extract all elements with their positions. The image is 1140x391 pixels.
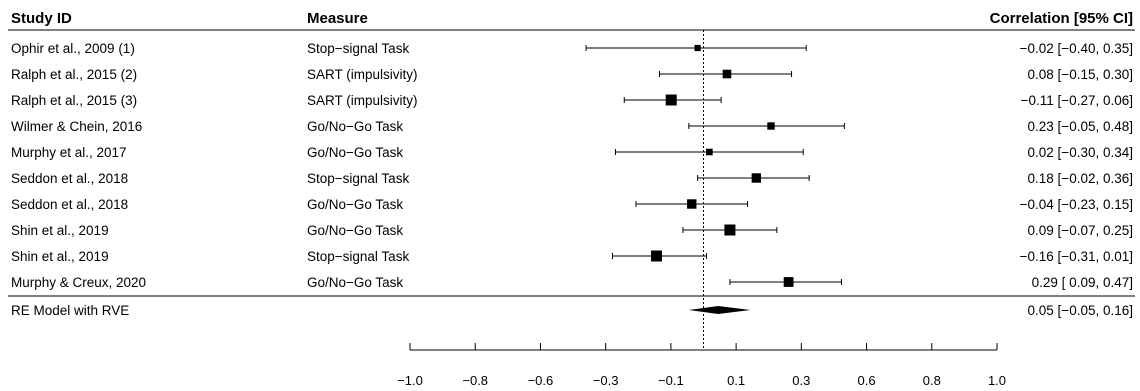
x-tick-label: 0.1 xyxy=(727,373,745,388)
measure-label: Stop−signal Task xyxy=(307,41,409,56)
summary-label: RE Model with RVE xyxy=(11,303,129,318)
estimate-label: 0.18 [−0.02, 0.36] xyxy=(1028,171,1133,186)
x-tick-label: 1.0 xyxy=(988,373,1006,388)
measure-label: SART (impulsivity) xyxy=(307,67,418,82)
point-estimate xyxy=(722,69,732,79)
estimate-label: −0.02 [−0.40, 0.35] xyxy=(1020,41,1133,56)
study-label: Shin et al., 2019 xyxy=(11,223,109,238)
study-label: Wilmer & Chein, 2016 xyxy=(11,119,142,134)
measure-label: Go/No−Go Task xyxy=(307,275,403,290)
study-label: Ophir et al., 2009 (1) xyxy=(11,41,135,56)
header-study-id: Study ID xyxy=(11,10,72,27)
measure-label: Go/No−Go Task xyxy=(307,119,403,134)
x-tick-label: −0.1 xyxy=(658,373,684,388)
summary-estimate-label: 0.05 [−0.05, 0.16] xyxy=(1028,303,1133,318)
estimate-label: 0.08 [−0.15, 0.30] xyxy=(1028,67,1133,82)
study-label: Murphy et al., 2017 xyxy=(11,145,127,160)
x-tick-label: −0.3 xyxy=(593,373,619,388)
header-correlation: Correlation [95% CI] xyxy=(990,10,1133,27)
point-estimate xyxy=(706,148,713,156)
point-estimate xyxy=(724,224,736,236)
study-label: Murphy & Creux, 2020 xyxy=(11,275,146,290)
point-estimate xyxy=(783,277,794,287)
header-measure: Measure xyxy=(307,10,368,27)
estimate-label: 0.02 [−0.30, 0.34] xyxy=(1028,145,1133,160)
study-label: Seddon et al., 2018 xyxy=(11,197,128,212)
point-estimate xyxy=(651,250,663,262)
study-label: Shin et al., 2019 xyxy=(11,249,109,264)
measure-label: Go/No−Go Task xyxy=(307,197,403,212)
measure-label: Go/No−Go Task xyxy=(307,223,403,238)
summary-diamond xyxy=(688,306,751,314)
study-label: Seddon et al., 2018 xyxy=(11,171,128,186)
point-estimate xyxy=(687,199,697,209)
x-tick-label: −1.0 xyxy=(397,373,423,388)
x-tick-label: 0.6 xyxy=(858,373,876,388)
measure-label: Go/No−Go Task xyxy=(307,145,403,160)
estimate-label: 0.09 [−0.07, 0.25] xyxy=(1028,223,1133,238)
estimate-label: −0.16 [−0.31, 0.01] xyxy=(1020,249,1133,264)
point-estimate xyxy=(767,122,775,130)
x-tick-label: −0.8 xyxy=(462,373,488,388)
measure-label: Stop−signal Task xyxy=(307,249,409,264)
estimate-label: 0.23 [−0.05, 0.48] xyxy=(1028,119,1133,134)
point-estimate xyxy=(751,173,762,183)
measure-label: SART (impulsivity) xyxy=(307,93,418,108)
estimate-label: −0.11 [−0.27, 0.06] xyxy=(1021,93,1133,108)
point-estimate xyxy=(665,94,677,106)
study-label: Ralph et al., 2015 (2) xyxy=(11,67,137,82)
estimate-label: −0.04 [−0.23, 0.15] xyxy=(1020,197,1133,212)
study-label: Ralph et al., 2015 (3) xyxy=(11,93,137,108)
x-tick-label: 0.8 xyxy=(923,373,941,388)
point-estimate xyxy=(694,44,701,52)
x-tick-label: 0.3 xyxy=(792,373,810,388)
x-tick-label: −0.6 xyxy=(528,373,554,388)
measure-label: Stop−signal Task xyxy=(307,171,409,186)
estimate-label: 0.29 [ 0.09, 0.47] xyxy=(1032,275,1133,290)
